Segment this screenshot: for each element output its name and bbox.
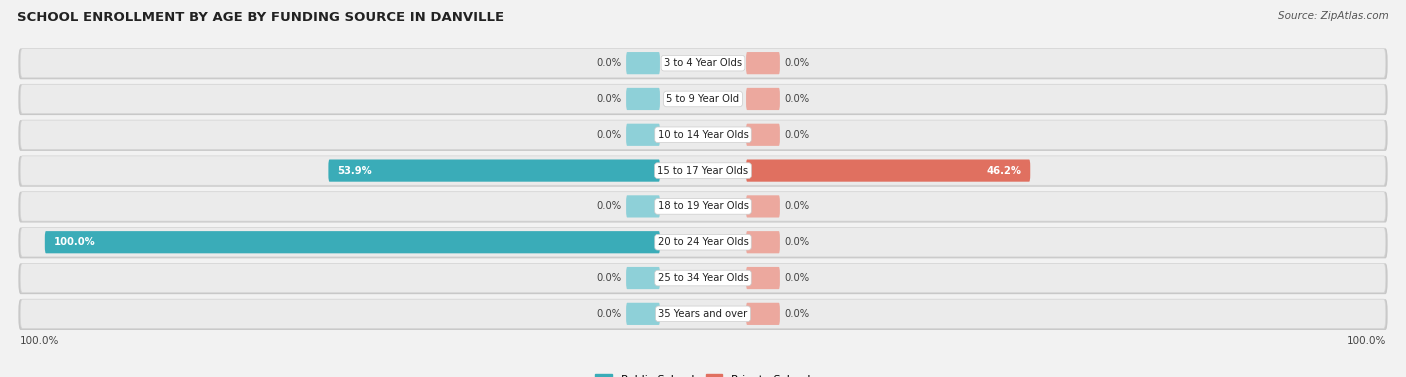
Text: 100.0%: 100.0% — [20, 336, 59, 346]
FancyBboxPatch shape — [20, 49, 1386, 78]
FancyBboxPatch shape — [747, 303, 780, 325]
FancyBboxPatch shape — [18, 299, 1388, 330]
Text: 0.0%: 0.0% — [785, 130, 810, 140]
FancyBboxPatch shape — [20, 120, 1386, 149]
FancyBboxPatch shape — [18, 49, 1388, 79]
Text: 20 to 24 Year Olds: 20 to 24 Year Olds — [658, 237, 748, 247]
FancyBboxPatch shape — [626, 88, 659, 110]
Text: 0.0%: 0.0% — [596, 201, 621, 211]
Text: 100.0%: 100.0% — [1347, 336, 1386, 346]
FancyBboxPatch shape — [747, 159, 1031, 182]
Legend: Public School, Private School: Public School, Private School — [591, 369, 815, 377]
FancyBboxPatch shape — [45, 231, 659, 253]
FancyBboxPatch shape — [747, 231, 780, 253]
FancyBboxPatch shape — [18, 192, 1388, 222]
Text: 0.0%: 0.0% — [596, 94, 621, 104]
Text: 0.0%: 0.0% — [785, 309, 810, 319]
Text: 25 to 34 Year Olds: 25 to 34 Year Olds — [658, 273, 748, 283]
FancyBboxPatch shape — [20, 264, 1386, 293]
Text: 35 Years and over: 35 Years and over — [658, 309, 748, 319]
FancyBboxPatch shape — [626, 52, 659, 74]
FancyBboxPatch shape — [18, 156, 1388, 187]
FancyBboxPatch shape — [747, 52, 780, 74]
Text: 0.0%: 0.0% — [785, 237, 810, 247]
Text: 0.0%: 0.0% — [596, 58, 621, 68]
Text: 0.0%: 0.0% — [785, 273, 810, 283]
Text: 0.0%: 0.0% — [785, 201, 810, 211]
FancyBboxPatch shape — [329, 159, 659, 182]
FancyBboxPatch shape — [20, 228, 1386, 257]
FancyBboxPatch shape — [747, 124, 780, 146]
Text: 0.0%: 0.0% — [785, 58, 810, 68]
Text: 10 to 14 Year Olds: 10 to 14 Year Olds — [658, 130, 748, 140]
FancyBboxPatch shape — [20, 156, 1386, 185]
Text: 15 to 17 Year Olds: 15 to 17 Year Olds — [658, 166, 748, 176]
FancyBboxPatch shape — [747, 195, 780, 218]
Text: 3 to 4 Year Olds: 3 to 4 Year Olds — [664, 58, 742, 68]
Text: 0.0%: 0.0% — [596, 273, 621, 283]
FancyBboxPatch shape — [18, 120, 1388, 151]
FancyBboxPatch shape — [20, 84, 1386, 113]
FancyBboxPatch shape — [20, 192, 1386, 221]
Text: 18 to 19 Year Olds: 18 to 19 Year Olds — [658, 201, 748, 211]
FancyBboxPatch shape — [626, 267, 659, 289]
Text: Source: ZipAtlas.com: Source: ZipAtlas.com — [1278, 11, 1389, 21]
FancyBboxPatch shape — [18, 264, 1388, 294]
FancyBboxPatch shape — [626, 303, 659, 325]
Text: 46.2%: 46.2% — [986, 166, 1021, 176]
Text: 0.0%: 0.0% — [596, 309, 621, 319]
FancyBboxPatch shape — [626, 124, 659, 146]
FancyBboxPatch shape — [747, 88, 780, 110]
Text: 53.9%: 53.9% — [337, 166, 373, 176]
FancyBboxPatch shape — [626, 195, 659, 218]
Text: SCHOOL ENROLLMENT BY AGE BY FUNDING SOURCE IN DANVILLE: SCHOOL ENROLLMENT BY AGE BY FUNDING SOUR… — [17, 11, 503, 24]
Text: 0.0%: 0.0% — [596, 130, 621, 140]
Text: 0.0%: 0.0% — [785, 94, 810, 104]
FancyBboxPatch shape — [18, 84, 1388, 115]
FancyBboxPatch shape — [20, 299, 1386, 328]
Text: 100.0%: 100.0% — [53, 237, 96, 247]
FancyBboxPatch shape — [18, 228, 1388, 258]
FancyBboxPatch shape — [747, 267, 780, 289]
Text: 5 to 9 Year Old: 5 to 9 Year Old — [666, 94, 740, 104]
